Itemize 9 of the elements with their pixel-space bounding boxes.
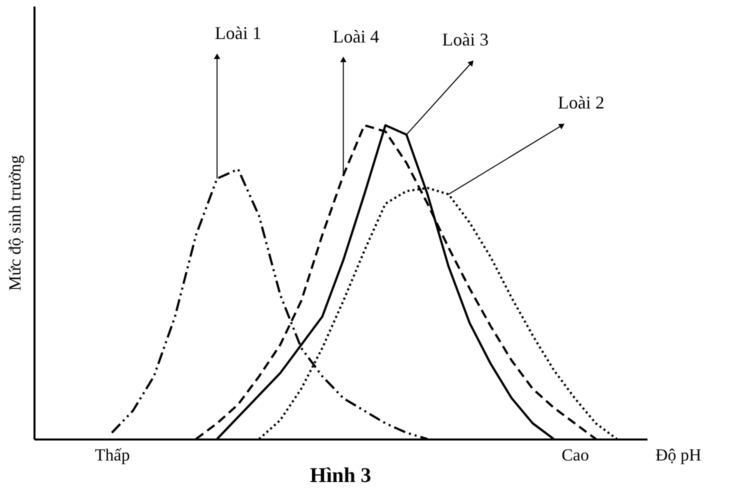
x-axis-title: Độ pH — [656, 446, 702, 464]
x-tick-label: Thấp — [94, 446, 130, 464]
text: Loài 4 — [332, 26, 380, 46]
y-axis-title: Mức độ sinh trưởng — [6, 154, 24, 291]
text: Loài 2 — [558, 92, 604, 112]
text: Loài 3 — [442, 30, 489, 50]
text: Hình 3 — [310, 463, 372, 487]
text: Loài 1 — [214, 23, 262, 44]
x-tick-label: Cao — [562, 446, 589, 464]
